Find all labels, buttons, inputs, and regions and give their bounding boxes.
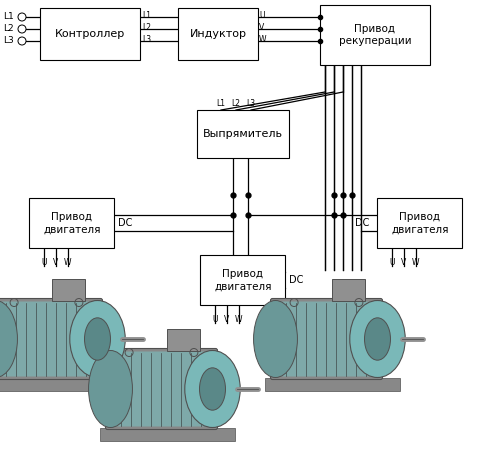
Text: V: V xyxy=(259,23,264,32)
Text: Привод
двигателя: Привод двигателя xyxy=(391,212,449,234)
Ellipse shape xyxy=(185,350,240,427)
Text: L1: L1 xyxy=(3,12,14,22)
Ellipse shape xyxy=(200,368,226,410)
FancyBboxPatch shape xyxy=(201,255,285,305)
Text: L1: L1 xyxy=(217,99,226,108)
Ellipse shape xyxy=(70,301,125,378)
FancyBboxPatch shape xyxy=(105,349,218,430)
Text: DC: DC xyxy=(355,218,370,228)
Text: Контроллер: Контроллер xyxy=(55,29,125,39)
Text: W: W xyxy=(259,35,266,44)
Text: Индуктор: Индуктор xyxy=(190,29,247,39)
Text: U: U xyxy=(212,315,218,324)
Polygon shape xyxy=(0,378,120,391)
FancyBboxPatch shape xyxy=(0,301,99,377)
Text: DC: DC xyxy=(289,275,304,285)
Polygon shape xyxy=(265,378,400,391)
FancyBboxPatch shape xyxy=(0,299,102,379)
Ellipse shape xyxy=(88,350,132,427)
Text: Привод
рекуперации: Привод рекуперации xyxy=(339,24,411,46)
FancyBboxPatch shape xyxy=(273,301,380,377)
Text: L3: L3 xyxy=(142,35,151,44)
FancyBboxPatch shape xyxy=(332,278,365,301)
Circle shape xyxy=(18,13,26,21)
FancyBboxPatch shape xyxy=(320,5,430,65)
Text: W: W xyxy=(412,258,420,267)
Text: L3: L3 xyxy=(247,99,255,108)
Text: U: U xyxy=(389,258,395,267)
Text: DC: DC xyxy=(118,218,133,228)
Text: V: V xyxy=(225,315,230,324)
Circle shape xyxy=(18,25,26,33)
FancyBboxPatch shape xyxy=(40,8,140,60)
Text: L3: L3 xyxy=(3,36,14,46)
Circle shape xyxy=(18,37,26,45)
Ellipse shape xyxy=(350,301,405,378)
Text: Привод
двигателя: Привод двигателя xyxy=(43,212,101,234)
Text: V: V xyxy=(401,258,407,267)
Text: U: U xyxy=(259,11,264,20)
Text: W: W xyxy=(235,315,243,324)
FancyBboxPatch shape xyxy=(197,110,289,158)
Polygon shape xyxy=(100,427,235,441)
Ellipse shape xyxy=(0,301,17,378)
FancyBboxPatch shape xyxy=(270,299,383,379)
Ellipse shape xyxy=(364,318,391,360)
Text: L2: L2 xyxy=(232,99,241,108)
Text: V: V xyxy=(53,258,58,267)
Text: Привод
двигателя: Привод двигателя xyxy=(214,269,272,291)
Text: U: U xyxy=(41,258,47,267)
FancyBboxPatch shape xyxy=(167,329,200,350)
Text: L2: L2 xyxy=(142,23,151,32)
Text: Выпрямитель: Выпрямитель xyxy=(203,129,283,139)
FancyBboxPatch shape xyxy=(178,8,258,60)
Text: L1: L1 xyxy=(142,11,151,20)
Ellipse shape xyxy=(253,301,297,378)
FancyBboxPatch shape xyxy=(108,351,215,426)
Text: L2: L2 xyxy=(3,24,13,34)
Ellipse shape xyxy=(84,318,110,360)
Text: W: W xyxy=(64,258,72,267)
FancyBboxPatch shape xyxy=(52,278,85,301)
FancyBboxPatch shape xyxy=(29,198,114,248)
FancyBboxPatch shape xyxy=(378,198,463,248)
